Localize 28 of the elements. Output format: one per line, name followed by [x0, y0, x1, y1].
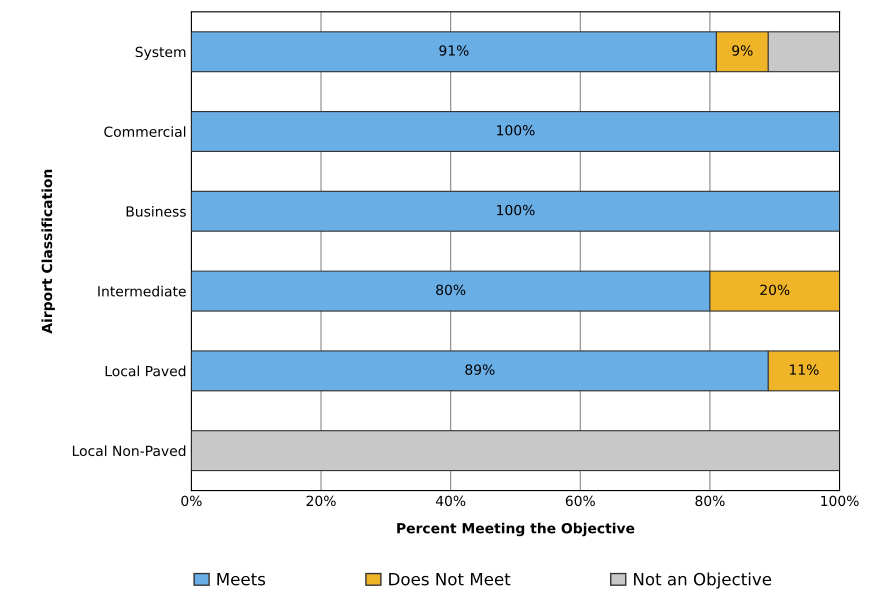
data-label: 11%: [790, 364, 819, 375]
x-tick-label: 100%: [821, 496, 859, 506]
legend-label: Meets: [217, 573, 266, 586]
x-tick-label: 40%: [436, 496, 466, 506]
data-label: 20%: [760, 284, 790, 296]
x-tick-label: 60%: [566, 496, 595, 506]
x-tick-label: 0%: [181, 496, 202, 506]
y-tick-label: Business: [126, 206, 186, 217]
y-tick-label: Local Paved: [106, 366, 186, 376]
data-label: 100%: [497, 125, 535, 136]
data-label: 100%: [497, 204, 535, 216]
x-tick-label: 20%: [306, 496, 336, 506]
y-tick-label: System: [136, 46, 186, 60]
y-tick-label: Local Non-Paved: [72, 445, 186, 456]
bar: [191, 110, 840, 152]
y-axis-title: Airport Classification: [41, 170, 55, 334]
x-tick-label: 80%: [695, 496, 725, 506]
legend-label: Not an Objective: [634, 572, 772, 589]
data-label: 89%: [465, 364, 494, 375]
annotation: 9%: [732, 45, 753, 56]
y-tick-label: Intermediate: [98, 286, 186, 297]
data-label: 80%: [436, 284, 466, 296]
bar: [191, 190, 840, 232]
y-tick-label: Commercial: [104, 126, 186, 137]
legend-label: Does Not Meet: [389, 573, 510, 586]
bar: [191, 430, 840, 472]
x-axis-title: Percent Meeting the Objective: [397, 522, 634, 536]
annotation: 91%: [439, 45, 469, 56]
